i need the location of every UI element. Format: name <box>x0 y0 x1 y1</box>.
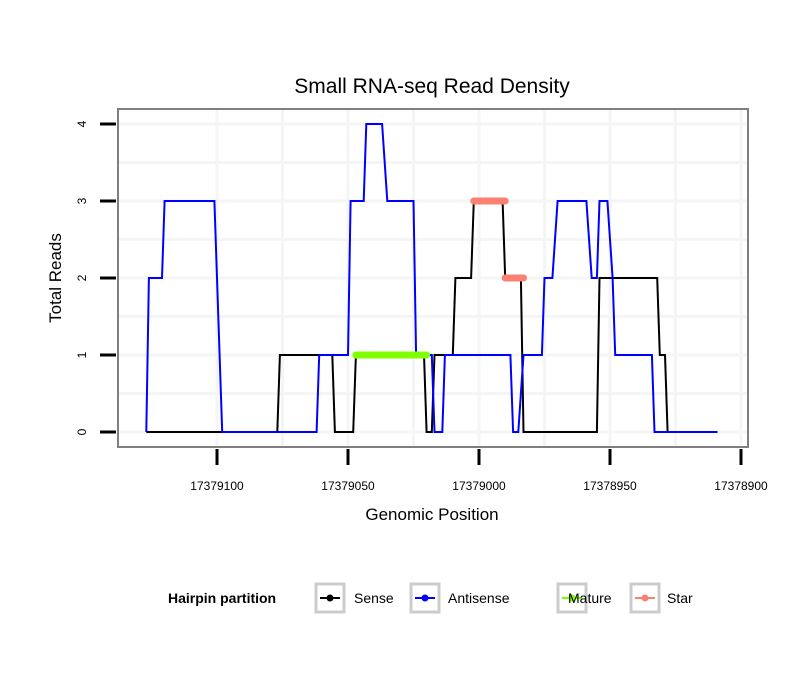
x-tick-label: 17379000 <box>452 479 506 493</box>
legend-label-sense: Sense <box>354 590 394 606</box>
series-line-sense <box>146 200 718 433</box>
panel-border <box>117 108 749 448</box>
x-tick-label: 17378900 <box>714 479 768 493</box>
y-axis-title: Total Reads <box>46 233 65 323</box>
series-line-antisense <box>145 123 718 433</box>
x-tick-label: 17379050 <box>321 479 375 493</box>
y-tick-label: 2 <box>75 274 89 281</box>
chart-title: Small RNA-seq Read Density <box>294 75 570 98</box>
x-tick-label: 17378950 <box>583 479 637 493</box>
legend-label-mature: Mature <box>568 590 612 606</box>
x-axis: 17379100 17379050 17379000 17378950 17378900 <box>190 449 768 493</box>
legend-label-antisense: Antisense <box>448 590 510 606</box>
legend-key-point <box>641 594 649 602</box>
legend-label-star: Star <box>667 590 693 606</box>
legend-key-point <box>421 594 429 602</box>
legend-key-point <box>326 594 334 602</box>
y-tick-label: 3 <box>75 197 89 204</box>
gridlines <box>118 109 748 447</box>
legend-key-point <box>568 594 576 602</box>
legend: Hairpin partition Sense Antisense Mature St… <box>168 582 693 614</box>
legend-title: Hairpin partition <box>168 590 276 606</box>
x-tick-label: 17379100 <box>190 479 244 493</box>
x-axis-title: Genomic Position <box>365 505 498 524</box>
series-layer <box>145 123 718 433</box>
y-axis: 0 1 2 3 4 <box>75 120 116 435</box>
y-tick-label: 1 <box>75 351 89 358</box>
y-tick-label: 0 <box>75 428 89 435</box>
y-tick-label: 4 <box>75 120 89 127</box>
